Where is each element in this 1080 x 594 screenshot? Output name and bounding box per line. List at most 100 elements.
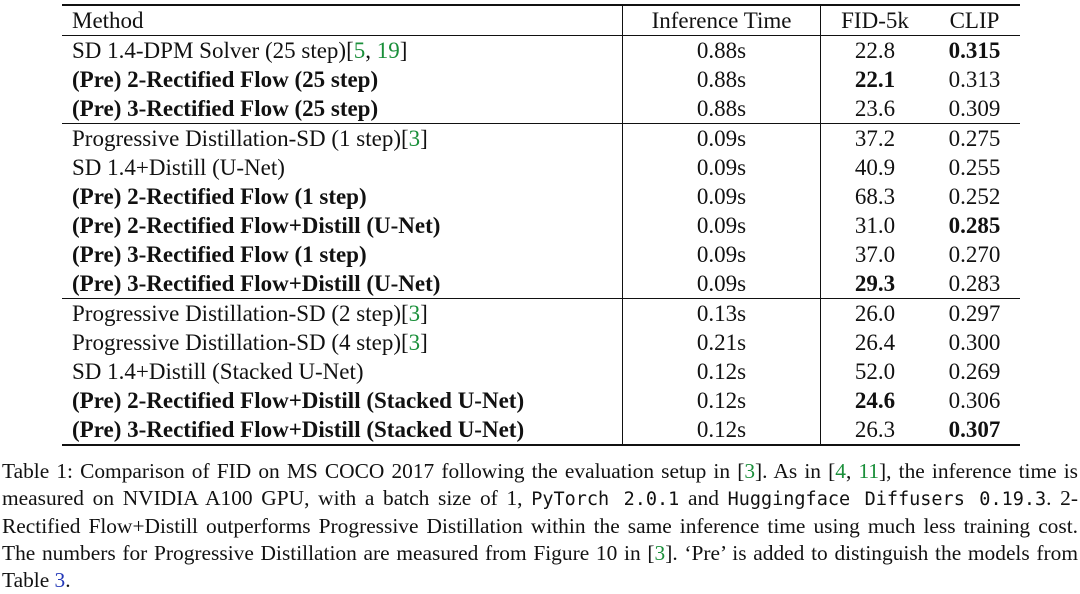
- cell-method: Progressive Distillation-SD (1 step)[3]: [62, 123, 623, 153]
- cell-clip: 0.283: [948, 271, 1001, 296]
- citation-link[interactable]: 19: [376, 38, 400, 63]
- header-fid: FID-5k: [841, 8, 909, 33]
- method-name: Progressive Distillation-SD (1 step): [72, 126, 401, 151]
- citation-link[interactable]: 3: [408, 126, 421, 151]
- cell-method: SD 1.4+Distill (Stacked U-Net): [62, 357, 623, 386]
- cell-fid: 29.3: [854, 271, 896, 296]
- caption-text: ]. As in [: [755, 459, 836, 483]
- cell-clip: 0.300: [948, 330, 1001, 355]
- method-name: (Pre) 3-Rectified Flow+Distill (U-Net): [72, 271, 441, 296]
- method-name: (Pre) 2-Rectified Flow (25 step): [72, 67, 379, 92]
- cell-method: Progressive Distillation-SD (4 step)[3]: [62, 328, 623, 357]
- cell-clip: 0.307: [948, 417, 1001, 442]
- cell-inference-time: 0.12s: [622, 386, 822, 415]
- cell-method: (Pre) 2-Rectified Flow+Distill (U-Net): [62, 211, 623, 240]
- method-name: SD 1.4+Distill (U-Net): [72, 155, 285, 180]
- citation-link[interactable]: 11: [858, 459, 880, 483]
- caption-text: ,: [845, 459, 859, 483]
- table-row: SD 1.4+Distill (Stacked U-Net) 0.12s 52.0 0…: [62, 357, 1020, 386]
- cell-inference-time: 0.09s: [622, 269, 822, 299]
- code-text: Huggingface Diffusers 0.19.3: [727, 489, 1047, 510]
- table-row: (Pre) 2-Rectified Flow+Distill (U-Net) 0.…: [62, 211, 1020, 240]
- cell-fid: 26.0: [854, 301, 896, 326]
- cell-inference-time: 0.12s: [622, 415, 822, 445]
- caption-text: . 2-Rectified Flow+Distill outperforms P…: [2, 486, 1078, 565]
- cell-method: (Pre) 3-Rectified Flow (1 step): [62, 240, 623, 269]
- cell-fid: 40.9: [854, 155, 896, 180]
- citation-link[interactable]: 3: [654, 541, 666, 565]
- table-row: (Pre) 2-Rectified Flow+Distill (Stacked …: [62, 386, 1020, 415]
- cell-inference-time: 0.09s: [622, 153, 822, 182]
- cell-fid: 22.8: [854, 38, 896, 63]
- table-group-1: SD 1.4-DPM Solver (25 step)[5, 19] 0.88s 2…: [62, 35, 1020, 124]
- method-name: (Pre) 2-Rectified Flow+Distill (U-Net): [72, 213, 441, 238]
- table-row: (Pre) 3-Rectified Flow (1 step) 0.09s 37.0…: [62, 240, 1020, 269]
- table-row: (Pre) 3-Rectified Flow+Distill (U-Net) 0.…: [62, 269, 1020, 299]
- caption-text: ]. ‘Pre’ is added to distinguish the mod…: [2, 541, 1079, 592]
- cell-inference-time: 0.88s: [622, 35, 822, 65]
- header-method: Method: [62, 5, 623, 36]
- cell-clip: 0.275: [948, 126, 1001, 151]
- table-row: SD 1.4-DPM Solver (25 step)[5, 19] 0.88s 2…: [62, 35, 1020, 65]
- caption-text: .: [65, 568, 71, 592]
- cell-fid: 26.4: [854, 330, 896, 355]
- cell-method: (Pre) 2-Rectified Flow (1 step): [62, 182, 623, 211]
- method-name: (Pre) 3-Rectified Flow (25 step): [72, 96, 379, 121]
- table-row: (Pre) 3-Rectified Flow (25 step) 0.88s 23.…: [62, 94, 1020, 124]
- cell-fid: 24.6: [854, 388, 896, 413]
- cell-method: (Pre) 3-Rectified Flow+Distill (U-Net): [62, 269, 623, 299]
- cell-inference-time: 0.13s: [622, 298, 822, 328]
- citation-link[interactable]: 3: [744, 459, 756, 483]
- method-name: SD 1.4-DPM Solver (25 step): [72, 38, 347, 63]
- cell-clip: 0.270: [948, 242, 1001, 267]
- table-row: Progressive Distillation-SD (2 step)[3] 0…: [62, 298, 1020, 328]
- table-row: SD 1.4+Distill (U-Net) 0.09s 40.9 0.255: [62, 153, 1020, 182]
- cell-inference-time: 0.21s: [622, 328, 822, 357]
- cell-fid: 52.0: [854, 359, 896, 384]
- cell-clip: 0.313: [948, 67, 1001, 92]
- cell-clip: 0.315: [948, 38, 1001, 63]
- cell-fid: 31.0: [854, 213, 896, 238]
- cell-clip: 0.297: [948, 301, 1001, 326]
- method-name: Progressive Distillation-SD (2 step): [72, 301, 401, 326]
- cell-clip: 0.255: [948, 155, 1001, 180]
- method-name: (Pre) 2-Rectified Flow+Distill (Stacked …: [72, 388, 525, 413]
- cell-fid: 68.3: [854, 184, 896, 209]
- citation-link[interactable]: 4: [835, 459, 846, 483]
- cell-clip: 0.269: [948, 359, 1001, 384]
- table-row: (Pre) 2-Rectified Flow (1 step) 0.09s 68.3…: [62, 182, 1020, 211]
- cell-inference-time: 0.09s: [622, 211, 822, 240]
- citation-link[interactable]: 3: [408, 301, 421, 326]
- cell-clip: 0.285: [948, 213, 1001, 238]
- cell-inference-time: 0.09s: [622, 240, 822, 269]
- table-row: (Pre) 3-Rectified Flow+Distill (Stacked …: [62, 415, 1020, 445]
- table-ref-link[interactable]: 3: [54, 568, 66, 592]
- cell-method: (Pre) 2-Rectified Flow+Distill (Stacked …: [62, 386, 623, 415]
- cell-inference-time: 0.88s: [622, 65, 822, 94]
- cell-method: SD 1.4-DPM Solver (25 step)[5, 19]: [62, 35, 623, 65]
- caption-text: [: [737, 459, 745, 483]
- cell-clip: 0.252: [948, 184, 1001, 209]
- method-name: Progressive Distillation-SD (4 step): [72, 330, 401, 355]
- code-text: PyTorch 2.0.1: [531, 489, 680, 510]
- table-row: Progressive Distillation-SD (1 step)[3] 0…: [62, 123, 1020, 153]
- citation-link[interactable]: 5: [353, 38, 366, 63]
- header-inference-time: Inference Time: [622, 5, 822, 36]
- cell-method: (Pre) 3-Rectified Flow+Distill (Stacked …: [62, 415, 623, 445]
- cell-inference-time: 0.88s: [622, 94, 822, 124]
- table-header-row: Method Inference Time FID-5k CLIP: [62, 5, 1020, 36]
- table-row: Progressive Distillation-SD (4 step)[3] 0…: [62, 328, 1020, 357]
- table-group-2: Progressive Distillation-SD (1 step)[3] 0…: [62, 123, 1020, 299]
- cell-inference-time: 0.09s: [622, 182, 822, 211]
- cell-fid: 23.6: [854, 96, 896, 121]
- caption-text: Table 1: Comparison of FID on MS COCO 20…: [2, 459, 738, 483]
- cell-method: Progressive Distillation-SD (2 step)[3]: [62, 298, 623, 328]
- cell-fid: 37.0: [854, 242, 896, 267]
- cell-method: SD 1.4+Distill (U-Net): [62, 153, 623, 182]
- table-group-3: Progressive Distillation-SD (2 step)[3] 0…: [62, 298, 1020, 445]
- cell-fid: 22.1: [854, 67, 896, 92]
- method-name: (Pre) 3-Rectified Flow (1 step): [72, 242, 367, 267]
- method-name: SD 1.4+Distill (Stacked U-Net): [72, 359, 364, 384]
- citation-link[interactable]: 3: [408, 330, 421, 355]
- cell-fid: 37.2: [854, 126, 896, 151]
